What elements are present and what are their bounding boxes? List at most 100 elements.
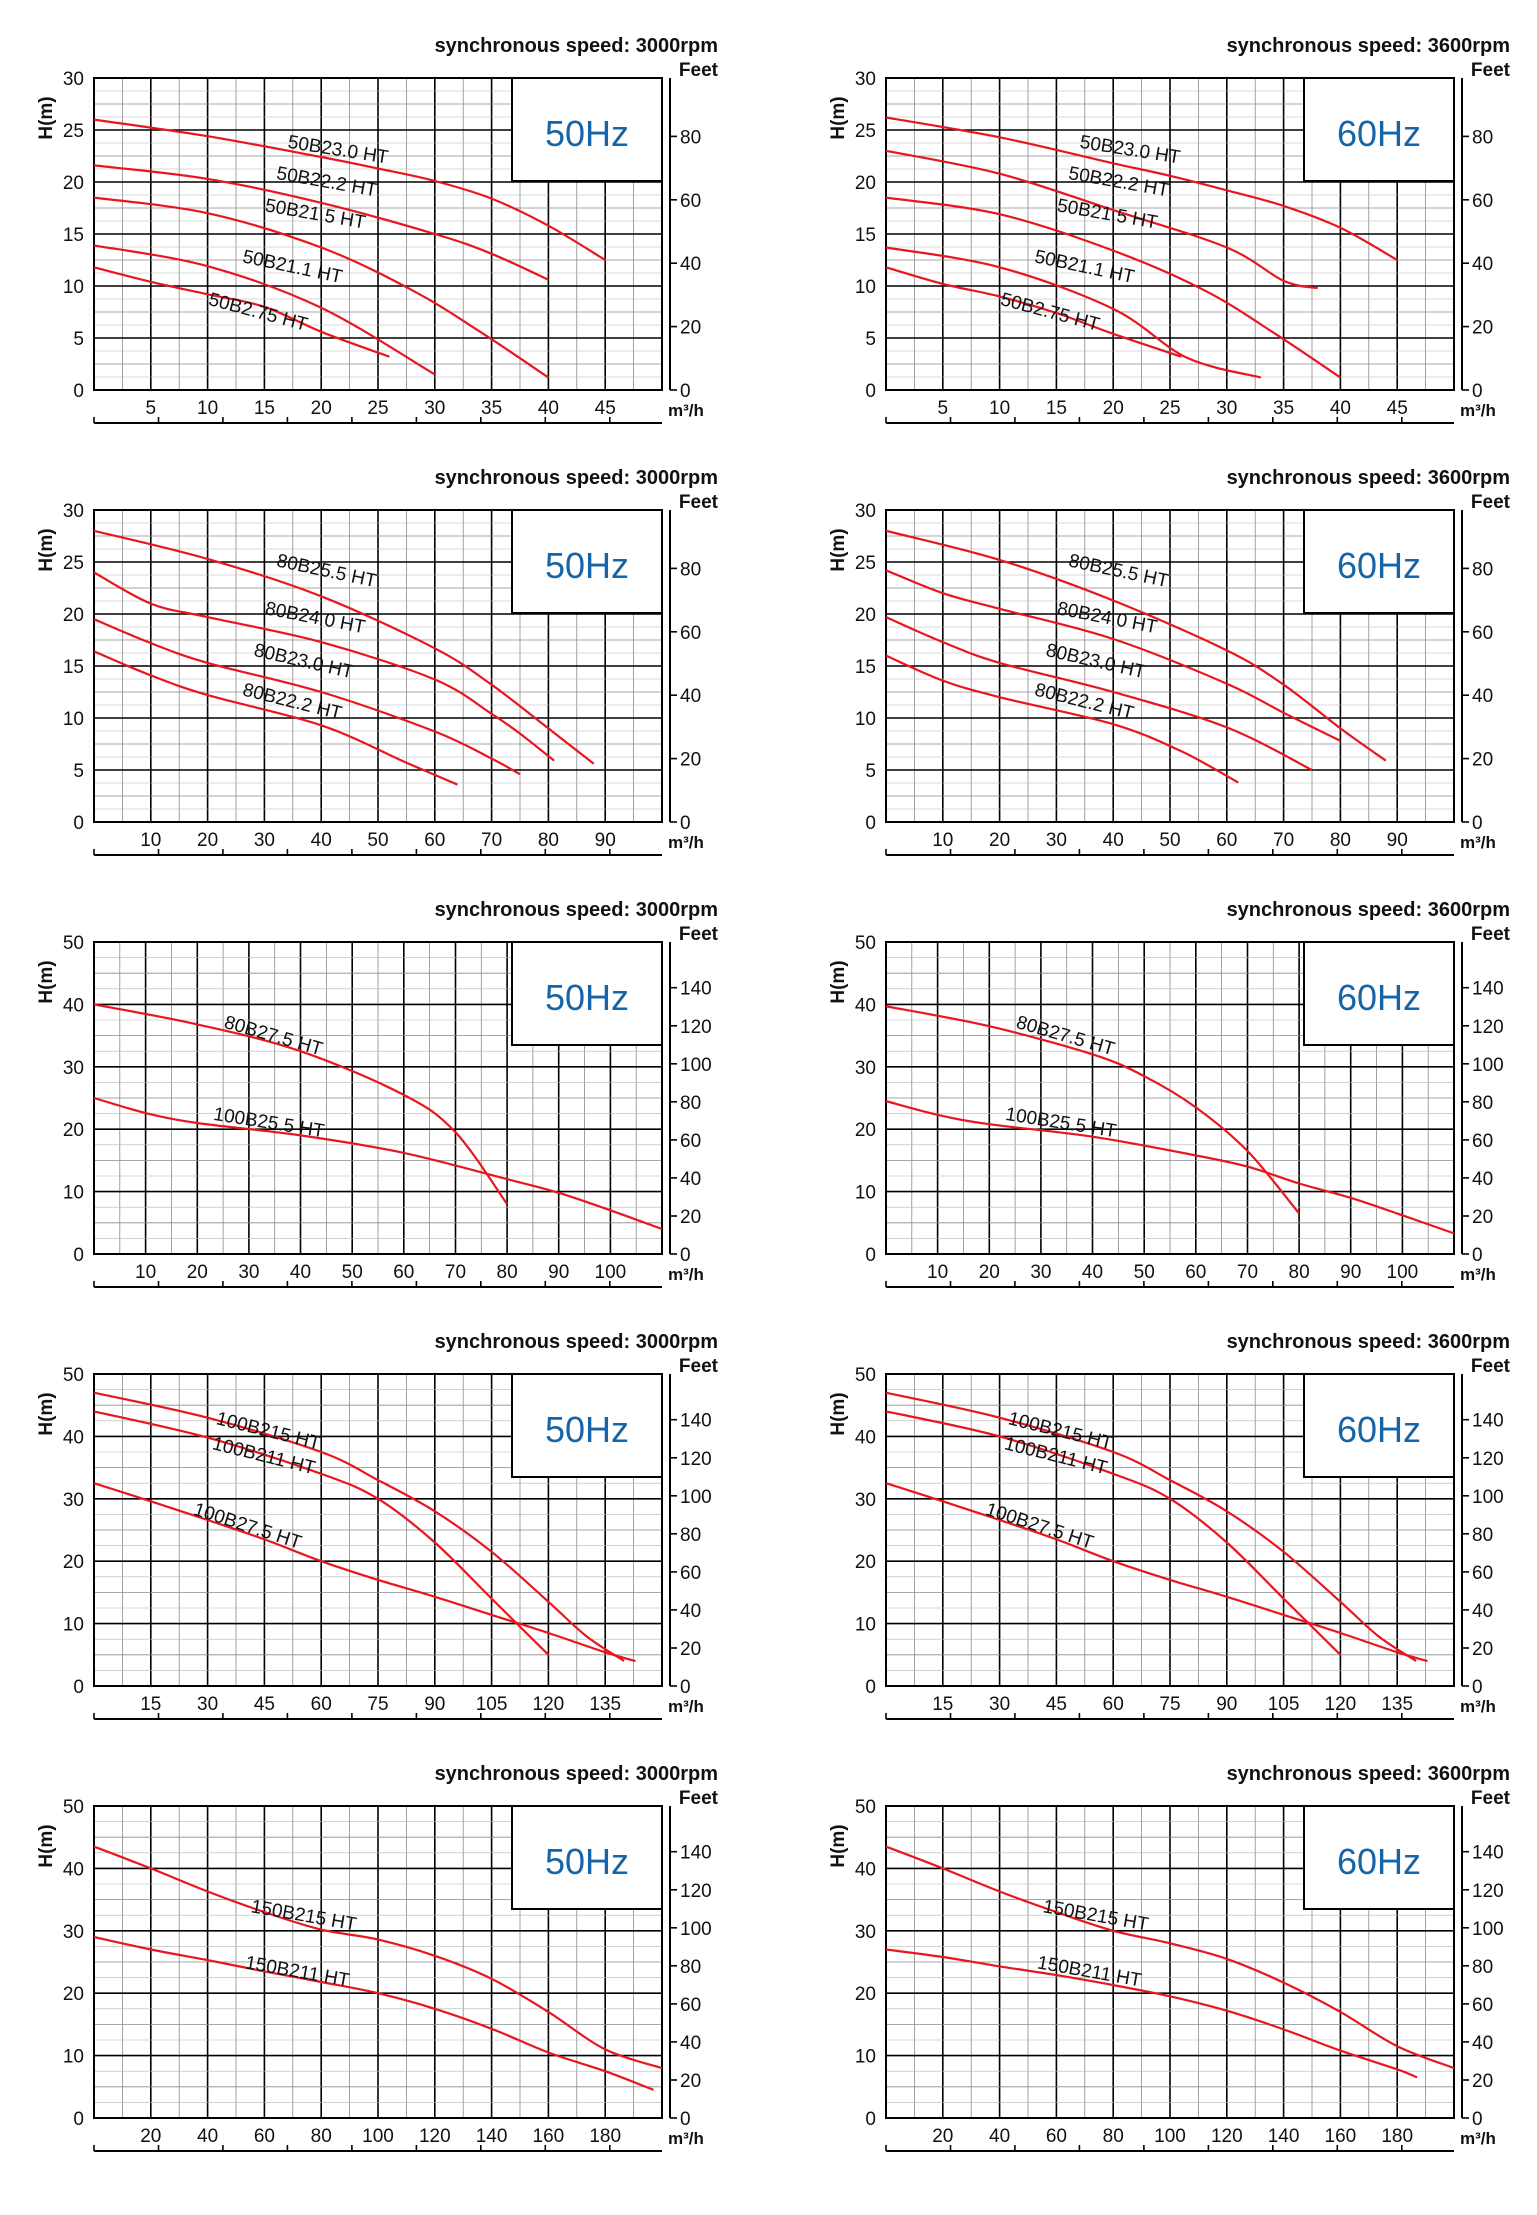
x-tick-label: 50 [1134,1262,1155,1283]
plot-frame [885,1805,1455,2119]
feet-tick-label: 140 [1472,1843,1504,1864]
x-tick-label: 5 [146,398,157,419]
flow-min-tick-label: 0.3 [937,1726,963,1728]
frequency-label: 50Hz [545,113,629,154]
pump-curve-100b27-5-ht [885,1482,1428,1663]
pump-chart-50hz-row4: synchronous speed: 3000rpm 50Hz 0 10 20 30 40 5… [36,1331,724,1728]
feet-tick-label: 100 [1472,1055,1504,1076]
x-tick-label: 40 [1082,1262,1103,1283]
feet-tick-label: 60 [1472,1995,1493,2016]
feet-tick-label: 20 [1472,318,1493,339]
pump-curve-80b22-2-ht [93,650,458,786]
flow-min-tick-label: 0.6 [1066,862,1092,864]
chart-title: synchronous speed: 3600rpm [1227,1763,1510,1785]
y-tick-label: 5 [865,329,876,350]
chart-title: synchronous speed: 3600rpm [1227,1331,1510,1353]
x-axis-label: m³/h [668,833,704,852]
flow-min-tick-label: 0.9 [1066,1726,1092,1728]
feet-tick-label: 100 [680,1487,712,1508]
feet-tick-label: 0 [680,1245,691,1266]
feet-axis-label: Feet [1471,1356,1511,1377]
y-tick-label: 30 [855,1922,876,1943]
pump-chart-60hz-row2: synchronous speed: 3600rpm 60Hz 0 5 10 15 20 25… [828,467,1516,864]
feet-tick-label: 80 [1472,1525,1493,1546]
x-tick-label: 30 [1030,1262,1051,1283]
y-axis-label: H(m) [828,528,849,571]
y-tick-label: 50 [63,933,84,954]
feet-axis-label: Feet [679,60,719,81]
x-tick-label: 80 [538,830,559,851]
feet-tick-label: 100 [680,1919,712,1940]
flow-min-axis-label: m³/min [668,1294,724,1296]
y-axis-label: H(m) [36,528,57,571]
x-tick-label: 45 [1046,1694,1067,1715]
x-tick-label: 160 [1325,2126,1357,2147]
plot-frame [93,509,663,823]
x-tick-label: 90 [1387,830,1408,851]
chart-title: synchronous speed: 3000rpm [435,1331,718,1353]
feet-axis-label: Feet [679,924,719,945]
feet-axis-label: Feet [1471,60,1511,81]
y-tick-label: 30 [63,1490,84,1511]
flow-min-tick-label: 0.2 [937,862,963,864]
x-tick-label: 40 [197,2126,218,2147]
x-axis-label: m³/h [1460,1697,1496,1716]
y-tick-label: 20 [63,1984,84,2005]
y-tick-label: 25 [63,553,84,574]
curve-label: 80B24.0 HT [1055,598,1159,638]
flow-min-tick-label: 0.6 [210,1726,236,1728]
feet-tick-label: 80 [680,559,701,580]
feet-tick-label: 80 [680,1525,701,1546]
curve-label: 150B211 HT [244,1952,352,1991]
pump-curve-100b215-ht [93,1391,625,1662]
x-tick-label: 160 [533,2126,565,2147]
plot-frame [885,77,1455,391]
feet-tick-label: 80 [680,1093,701,1114]
x-tick-label: 10 [932,830,953,851]
feet-tick-label: 40 [680,254,701,275]
pump-curve-50b23-0-ht [885,116,1398,261]
frequency-badge [1303,941,1455,1046]
flow-min-tick-label: 2.8 [532,2158,558,2160]
x-tick-label: 105 [476,1694,508,1715]
feet-tick-label: 0 [680,2109,691,2130]
pump-curve-150b215-ht [93,1845,663,2070]
flow-min-tick-label: 2.4 [1389,1726,1416,1728]
frequency-label: 60Hz [1337,977,1421,1018]
y-tick-label: 10 [63,277,84,298]
pump-curve-80b27-5-ht [93,1003,508,1205]
y-tick-label: 5 [73,761,84,782]
pump-curve-50b22-2-ht [93,164,549,281]
plot-frame [885,941,1455,1255]
frequency-label: 60Hz [1337,113,1421,154]
feet-tick-label: 40 [1472,1169,1493,1190]
y-tick-label: 20 [855,605,876,626]
x-tick-label: 60 [424,830,445,851]
flow-min-tick-label: 2.4 [1260,2158,1287,2160]
frequency-badge [1303,1805,1455,1910]
x-tick-label: 90 [424,1694,445,1715]
feet-tick-label: 80 [680,127,701,148]
feet-tick-label: 20 [1472,1639,1493,1660]
y-tick-label: 30 [855,1490,876,1511]
feet-tick-label: 140 [680,1411,712,1432]
flow-min-tick-label: 1.2 [1066,2158,1092,2160]
curve-label: 150B215 HT [1041,1896,1150,1935]
flow-min-tick-label: 0.3 [145,1726,171,1728]
y-tick-label: 50 [63,1797,84,1818]
pump-curve-50b21-1-ht [93,244,436,376]
pump-curve-80b22-2-ht [885,654,1239,784]
flow-min-tick-label: 1.6 [597,1294,623,1296]
flow-min-axis-label: m³/min [668,2158,724,2160]
y-tick-label: 15 [855,225,876,246]
feet-tick-label: 60 [680,1995,701,2016]
y-tick-label: 50 [855,1365,876,1386]
x-tick-label: 120 [1325,1694,1357,1715]
y-tick-label: 20 [855,173,876,194]
plot-frame [885,1373,1455,1687]
plot-frame [93,1805,663,2119]
frequency-badge [1303,509,1455,614]
flow-min-tick-label: 1.2 [468,1294,494,1296]
pump-chart-50hz-row1: synchronous speed: 3000rpm 50Hz 0 5 10 15 20 25… [36,35,724,432]
x-tick-label: 35 [481,398,502,419]
